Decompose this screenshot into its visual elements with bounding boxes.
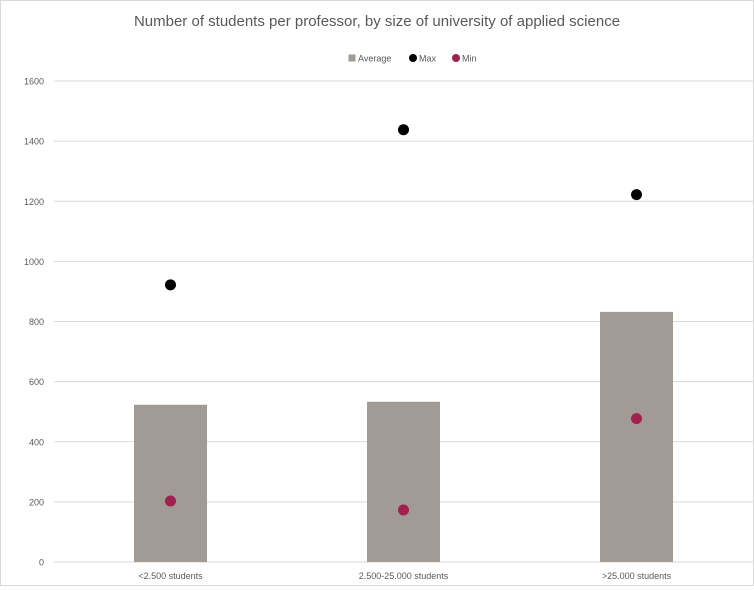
x-tick-label: <2.500 students (138, 571, 203, 581)
legend-marker-average (348, 54, 356, 62)
x-axis: <2.500 students 2.500-25.000 students >25.… (138, 571, 671, 581)
y-tick-label: 1600 (24, 77, 44, 87)
legend: Average Max Min (348, 54, 477, 64)
point-min (631, 413, 642, 425)
y-tick-label: 400 (29, 437, 44, 447)
legend-label-average: Average (358, 54, 391, 64)
y-tick-label: 200 (29, 497, 44, 507)
point-max (631, 189, 642, 201)
point-min (165, 495, 176, 507)
bar-average (600, 311, 673, 562)
legend-marker-max (409, 54, 417, 62)
y-tick-label: 600 (29, 377, 44, 387)
y-tick-label: 1400 (24, 137, 44, 147)
y-axis: 0 200 400 600 800 1000 1200 1400 1600 (24, 77, 44, 568)
bar-average (367, 401, 440, 562)
y-tick-label: 800 (29, 317, 44, 327)
bar-series (134, 311, 673, 562)
point-series (165, 124, 642, 516)
point-min (398, 504, 409, 516)
y-tick-label: 1200 (24, 197, 44, 207)
y-tick-label: 0 (39, 558, 44, 568)
chart-title: Number of students per professor, by siz… (134, 13, 620, 30)
bar-average (134, 404, 207, 562)
point-max (398, 124, 409, 136)
x-tick-label: >25.000 students (602, 571, 672, 581)
legend-label-max: Max (419, 54, 437, 64)
point-max (165, 279, 176, 291)
x-tick-label: 2.500-25.000 students (359, 571, 449, 581)
legend-marker-min (452, 54, 460, 62)
y-tick-label: 1000 (24, 257, 44, 267)
legend-label-min: Min (462, 54, 477, 64)
